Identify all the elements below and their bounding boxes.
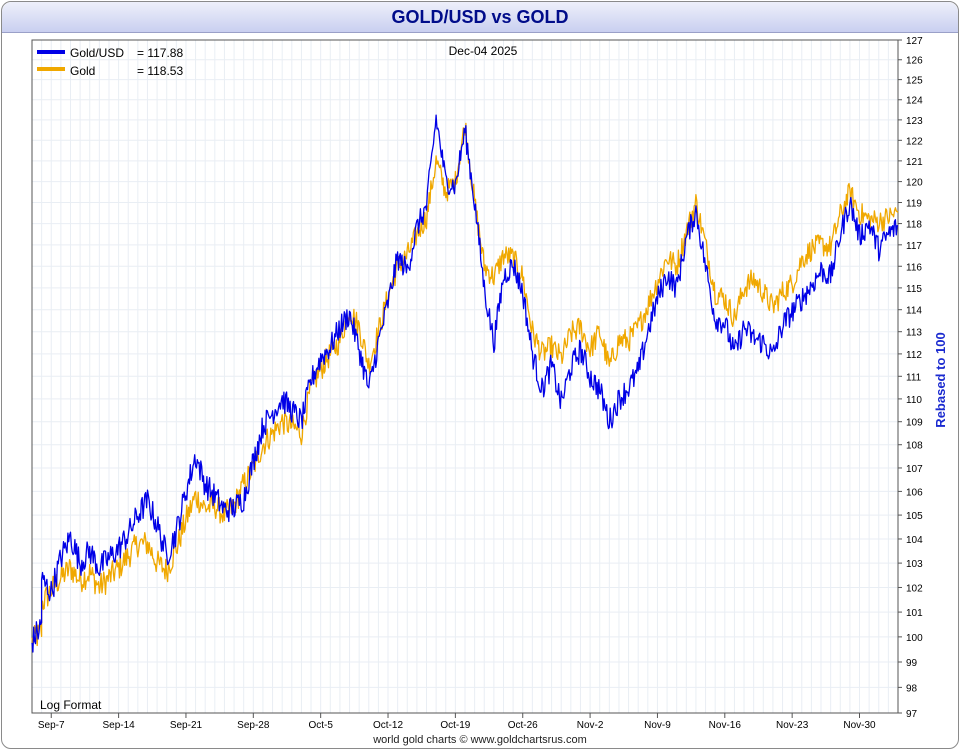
y-tick-label: 118 — [906, 220, 922, 231]
y-tick-label: 106 — [906, 487, 923, 498]
y-tick-label: 109 — [906, 418, 923, 429]
legend-value-gold: = 118.53 — [137, 64, 183, 78]
x-tick-label: Sep-7 — [38, 720, 65, 731]
y-tick-label: 120 — [906, 178, 923, 189]
y-tick-label: 99 — [906, 658, 918, 669]
x-tick-label: Nov-23 — [776, 720, 809, 731]
y-tick-label: 123 — [906, 116, 923, 127]
y-tick-label: 110 — [906, 395, 922, 406]
y-tick-label: 124 — [906, 96, 923, 107]
x-tick-label: Oct-12 — [373, 720, 403, 731]
series-layer — [31, 114, 899, 653]
y-tick-label: 98 — [906, 683, 918, 694]
x-tick-label: Nov-16 — [709, 720, 742, 731]
legend-value-gold-usd: = 117.88 — [137, 46, 183, 60]
y-tick-label: 103 — [906, 559, 923, 570]
y-tick-label: 97 — [906, 709, 918, 720]
log-format-label: Log Format — [40, 698, 102, 712]
y-axis: 97 98 99 100 101 102 103 104 105 106 107 108 109 110 1… — [898, 36, 923, 720]
x-tick-label: Nov-2 — [577, 720, 604, 731]
gridlines — [31, 39, 899, 714]
x-tick-label: Oct-26 — [508, 720, 538, 731]
legend: Gold/USD = 117.88 Gold = 118.53 — [37, 46, 183, 78]
x-tick-label: Sep-21 — [170, 720, 203, 731]
y-tick-label: 105 — [906, 511, 923, 522]
y-tick-label: 101 — [906, 608, 923, 619]
x-tick-label: Oct-5 — [308, 720, 333, 731]
y-tick-label: 107 — [906, 464, 923, 475]
y-tick-label: 104 — [906, 535, 923, 546]
chart-title: GOLD/USD vs GOLD — [2, 2, 958, 33]
footer-credit: world gold charts © www.goldchartsrus.co… — [373, 734, 587, 746]
y-axis-title: Rebased to 100 — [933, 332, 948, 427]
series-line-gold-usd — [31, 114, 899, 653]
y-tick-label: 100 — [906, 633, 923, 644]
y-tick-label: 116 — [906, 262, 922, 273]
y-tick-label: 112 — [906, 350, 922, 361]
y-tick-label: 127 — [906, 36, 923, 47]
y-tick-label: 119 — [906, 198, 922, 209]
y-tick-label: 108 — [906, 441, 923, 452]
y-tick-label: 117 — [906, 241, 922, 252]
legend-label-gold-usd: Gold/USD — [70, 46, 124, 60]
x-tick-label: Oct-19 — [440, 720, 470, 731]
y-tick-label: 113 — [906, 328, 922, 339]
x-tick-label: Sep-28 — [237, 720, 270, 731]
y-tick-label: 125 — [906, 76, 923, 87]
y-tick-label: 121 — [906, 157, 923, 168]
x-tick-label: Nov-30 — [843, 720, 876, 731]
x-tick-label: Nov-9 — [644, 720, 671, 731]
x-tick-label: Sep-14 — [102, 720, 135, 731]
y-tick-label: 122 — [906, 136, 923, 147]
y-tick-label: 114 — [906, 306, 922, 317]
y-tick-label: 126 — [906, 56, 923, 67]
y-tick-label: 115 — [906, 284, 922, 295]
y-tick-label: 102 — [906, 583, 923, 594]
legend-label-gold: Gold — [70, 64, 95, 78]
chart-date-label: Dec-04 2025 — [449, 44, 518, 58]
x-axis: Sep-7 Sep-14 Sep-21 Sep-28 Oct-5 Oct-12 Oct-19… — [38, 713, 876, 731]
y-tick-label: 111 — [906, 372, 922, 383]
